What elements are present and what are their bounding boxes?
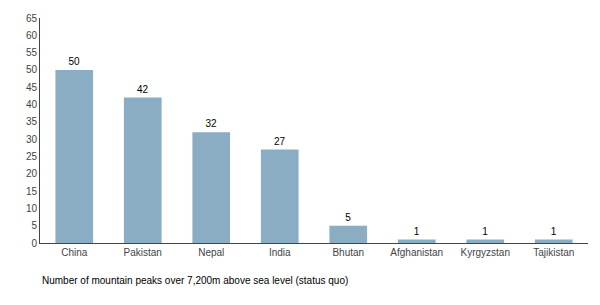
svg-text:20: 20 (26, 168, 38, 179)
svg-text:50: 50 (68, 56, 80, 67)
svg-text:Kyrgyzstan: Kyrgyzstan (461, 247, 510, 258)
svg-text:Number of mountain peaks over: Number of mountain peaks over 7,200m abo… (42, 275, 348, 286)
svg-text:15: 15 (26, 186, 38, 197)
svg-text:30: 30 (26, 134, 38, 145)
svg-text:1: 1 (482, 226, 488, 237)
svg-text:60: 60 (26, 30, 38, 41)
svg-text:5: 5 (345, 212, 351, 223)
svg-text:Bhutan: Bhutan (332, 247, 364, 258)
svg-text:0: 0 (31, 238, 37, 249)
svg-text:55: 55 (26, 47, 38, 58)
svg-text:Nepal: Nepal (198, 247, 224, 258)
svg-text:35: 35 (26, 116, 38, 127)
svg-text:1: 1 (551, 226, 557, 237)
svg-text:45: 45 (26, 82, 38, 93)
svg-text:32: 32 (205, 118, 217, 129)
svg-text:25: 25 (26, 151, 38, 162)
svg-text:42: 42 (137, 84, 149, 95)
svg-text:27: 27 (274, 136, 286, 147)
svg-text:50: 50 (26, 64, 38, 75)
svg-text:Pakistan: Pakistan (124, 247, 162, 258)
svg-text:40: 40 (26, 99, 38, 110)
svg-text:10: 10 (26, 203, 38, 214)
svg-text:India: India (269, 247, 291, 258)
svg-text:1: 1 (414, 226, 420, 237)
svg-text:5: 5 (31, 220, 37, 231)
svg-text:65: 65 (26, 13, 38, 24)
svg-text:China: China (61, 247, 88, 258)
svg-text:Afghanistan: Afghanistan (390, 247, 443, 258)
svg-text:Tajikistan: Tajikistan (533, 247, 574, 258)
